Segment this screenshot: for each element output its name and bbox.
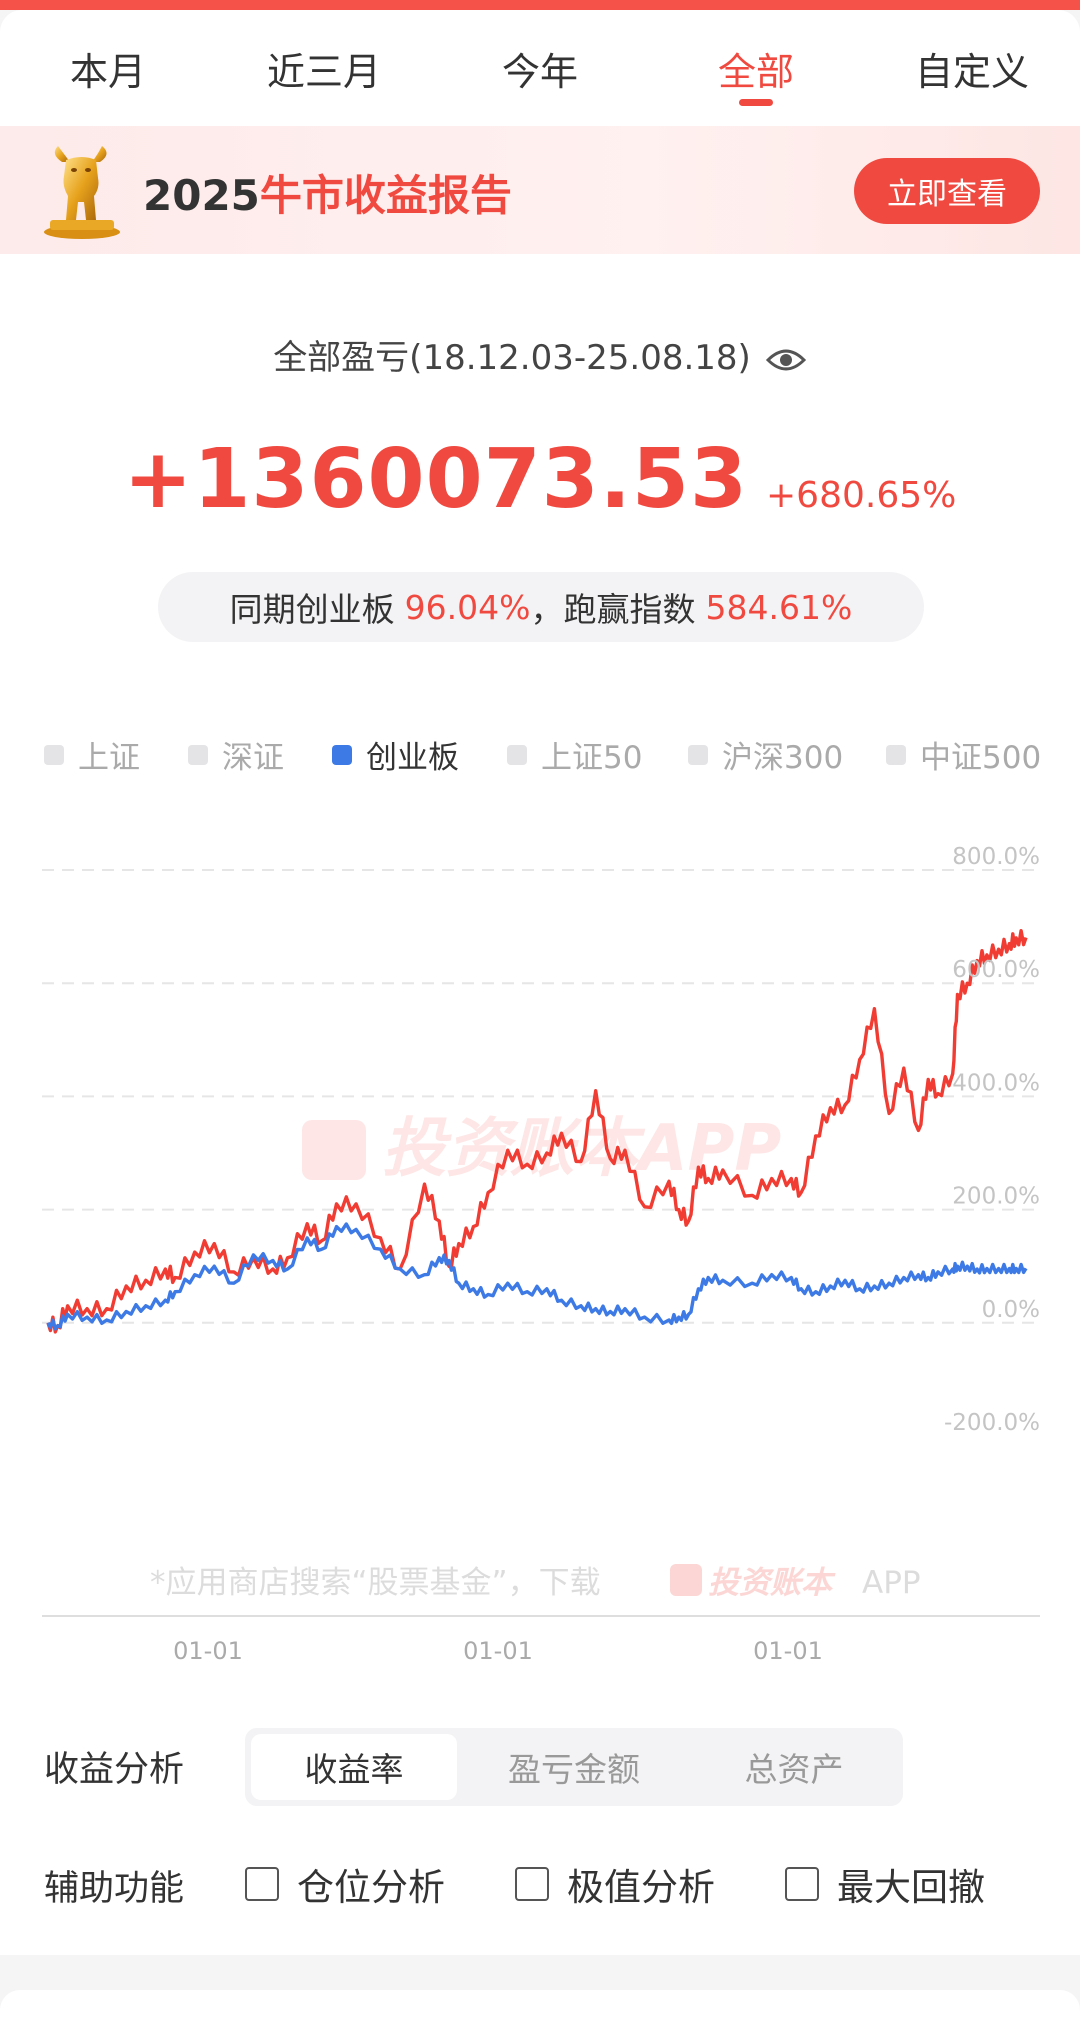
tab-this-month[interactable]: 本月 <box>0 41 216 96</box>
chart-watermark: 投资账本APP <box>302 1112 781 1186</box>
legend-swatch <box>507 744 527 765</box>
x-tick-label: 01-01 <box>463 1637 533 1665</box>
tab-last-three-months[interactable]: 近三月 <box>216 41 432 96</box>
period-tabs: 本月 近三月 今年 全部 自定义 <box>0 10 1080 126</box>
legend-item-shenzhen[interactable]: 深证 <box>188 732 284 777</box>
legend-label: 创业板 <box>366 740 459 776</box>
x-tick-label: 01-01 <box>753 1637 823 1665</box>
portfolio-return-line <box>46 929 1028 1334</box>
legend-item-shanghai[interactable]: 上证 <box>44 732 140 777</box>
total-pl-value: +1360073.53 +680.65% <box>0 432 1080 527</box>
segment-total-assets[interactable]: 总资产 <box>744 1750 844 1789</box>
legend-swatch <box>332 744 352 765</box>
checkbox-label: 仓位分析 <box>297 1866 445 1909</box>
beat-value: 584.61% <box>705 587 853 627</box>
tab-label: 近三月 <box>266 49 381 94</box>
legend-label: 上证 <box>78 740 140 776</box>
footer-app-text: APP <box>862 1565 921 1601</box>
position-analysis-checkbox[interactable]: 仓位分析 <box>245 1857 445 1911</box>
benchmark-compare: 同期创业板 96.04% ， 跑赢指数 584.61% <box>158 572 924 642</box>
top-accent-strip <box>0 0 1080 10</box>
tab-label: 全部 <box>717 49 794 94</box>
return-chart[interactable]: 投资账本APP 800.0%600.0%400.0%200.0%0.0%-200… <box>0 820 1080 1680</box>
footer-logo-icon <box>670 1564 702 1596</box>
legend-swatch <box>44 744 64 765</box>
pl-percent: +680.65% <box>766 475 957 516</box>
index-legend: 上证 深证 创业板 上证50 沪深300 中证500 <box>0 732 1080 776</box>
legend-item-sse50[interactable]: 上证50 <box>507 732 642 777</box>
y-tick-labels: 800.0% 600.0% 400.0% 200.0% 0.0% -200.0% <box>944 844 1040 1436</box>
checkbox-box[interactable] <box>515 1867 549 1901</box>
footer-brand-text: 投资账本 <box>708 1565 836 1601</box>
checkbox-box[interactable] <box>785 1867 819 1901</box>
legend-swatch <box>886 744 906 765</box>
banner-title: 2025牛市收益报告 <box>143 162 512 223</box>
chinext-index-line <box>46 1222 1028 1331</box>
compare-label: 同期创业板 <box>229 590 395 629</box>
x-tick-label: 01-01 <box>173 1637 243 1665</box>
banner-title-text: 牛市收益报告 <box>259 171 512 220</box>
checkbox-label: 极值分析 <box>567 1866 715 1909</box>
legend-label: 中证500 <box>920 740 1042 776</box>
main-card <box>0 10 1080 1955</box>
active-tab-indicator <box>739 98 773 106</box>
legend-label: 深证 <box>222 740 284 776</box>
view-report-button[interactable]: 立即查看 <box>854 158 1040 224</box>
y-tick-label: -200.0% <box>944 1410 1040 1436</box>
legend-label: 上证50 <box>541 740 643 776</box>
total-pl-title: 全部盈亏(18.12.03-25.08.18) <box>0 330 1080 379</box>
analysis-segmented-control: 收益率 盈亏金额 总资产 <box>245 1728 903 1806</box>
aux-functions-label: 辅助功能 <box>44 1869 185 1909</box>
y-tick-label: 0.0% <box>982 1297 1040 1323</box>
legend-item-chinext[interactable]: 创业板 <box>332 732 459 777</box>
banner-year: 2025 <box>143 171 260 220</box>
checkbox-box[interactable] <box>245 1867 279 1901</box>
y-tick-label: 800.0% <box>952 844 1040 870</box>
chart-footer-note: *应用商店搜索“股票基金”，下载 投资账本 APP <box>150 1564 921 1601</box>
y-tick-label: 400.0% <box>952 1070 1040 1096</box>
segment-pl-amount[interactable]: 盈亏金额 <box>508 1750 640 1789</box>
legend-swatch <box>188 744 208 765</box>
tab-custom[interactable]: 自定义 <box>864 41 1080 96</box>
compare-value: 96.04% <box>404 587 531 627</box>
compare-separator: ， <box>530 590 564 629</box>
footer-note-text: *应用商店搜索“股票基金”，下载 <box>150 1565 601 1601</box>
bull-market-banner[interactable]: 2025牛市收益报告 立即查看 <box>0 126 1080 254</box>
total-pl-period: 全部盈亏(18.12.03-25.08.18) <box>273 338 751 378</box>
beat-label: 跑赢指数 <box>563 590 696 629</box>
watermark-logo-icon <box>302 1120 366 1180</box>
chart-series <box>46 929 1028 1334</box>
golden-bull-icon <box>44 146 120 239</box>
tab-label: 自定义 <box>914 49 1029 94</box>
next-card-edge <box>0 1990 1080 2017</box>
tab-all[interactable]: 全部 <box>648 41 864 106</box>
return-analysis-label: 收益分析 <box>44 1750 185 1790</box>
y-tick-label: 200.0% <box>952 1184 1040 1210</box>
legend-swatch <box>688 744 708 765</box>
eye-icon[interactable] <box>765 345 807 375</box>
checkbox-label: 最大回撤 <box>837 1866 985 1909</box>
extreme-analysis-checkbox[interactable]: 极值分析 <box>515 1857 715 1911</box>
max-drawdown-checkbox[interactable]: 最大回撤 <box>785 1857 985 1911</box>
legend-label: 沪深300 <box>722 740 844 776</box>
chart-grid <box>42 869 1040 1324</box>
tab-this-year[interactable]: 今年 <box>432 41 648 96</box>
legend-item-csi500[interactable]: 中证500 <box>886 732 1041 777</box>
tab-label: 今年 <box>501 49 578 94</box>
x-tick-labels: 01-01 01-01 01-01 <box>173 1637 823 1665</box>
legend-item-csi300[interactable]: 沪深300 <box>688 732 843 777</box>
segment-return-rate[interactable]: 收益率 <box>251 1734 457 1800</box>
pl-amount: +1360073.53 <box>123 432 748 527</box>
tab-label: 本月 <box>69 49 146 94</box>
y-tick-label: 600.0% <box>952 957 1040 983</box>
